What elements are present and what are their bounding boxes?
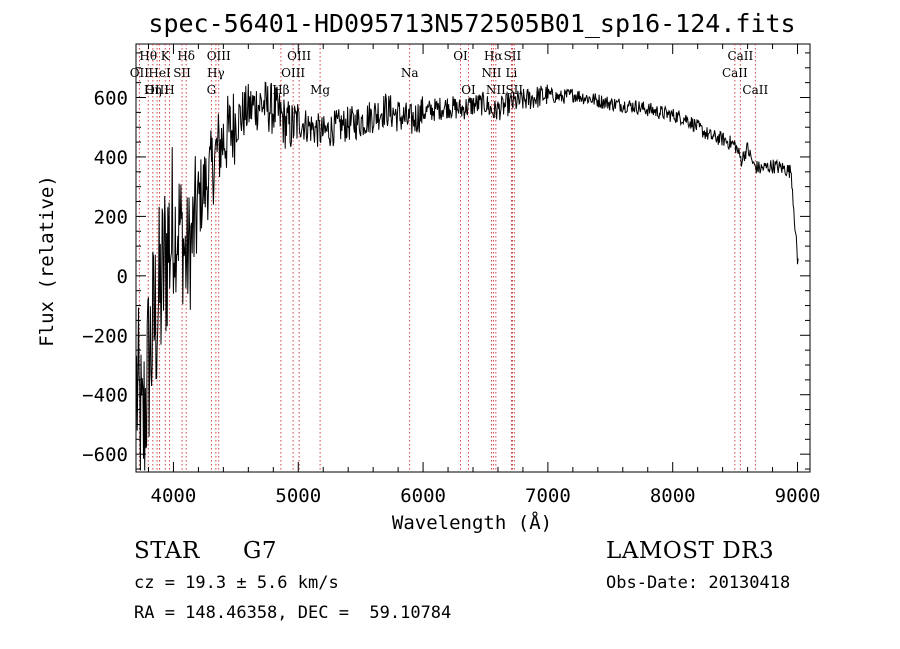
chart-title: spec-56401-HD095713N572505B01_sp16-124.f…: [148, 9, 795, 38]
spectral-line-label: Hα: [484, 49, 503, 63]
spectral-line-label: OIII: [207, 49, 231, 63]
y-axis-ticks: −600 −400 −200 0 200 400 600: [82, 52, 810, 470]
coordinates-readout: RA = 148.46358, DEC = 59.10784: [134, 603, 452, 623]
spectrum-series: [136, 81, 799, 471]
x-tick-label: 6000: [400, 485, 446, 507]
spectral-line-label: NII: [486, 83, 506, 97]
object-subclass: G7: [243, 538, 278, 564]
y-tick-label: 400: [94, 147, 128, 169]
spectral-line-label: OIII: [281, 66, 305, 80]
spectral-line-label: Mg: [310, 83, 330, 97]
y-tick-label: −600: [82, 444, 128, 466]
spectral-line-label: OIII: [287, 49, 311, 63]
x-tick-label: 4000: [151, 485, 197, 507]
spectral-line-label: CaII: [742, 83, 768, 97]
spectral-line-label: NII: [481, 66, 501, 80]
spectral-line-label: OIII: [145, 83, 169, 97]
y-tick-label: 200: [94, 206, 128, 228]
x-tick-label: 7000: [525, 485, 571, 507]
spectral-line-label: Hθ: [139, 49, 157, 63]
spectral-line-label: SII: [504, 49, 522, 63]
x-tick-label: 8000: [650, 485, 696, 507]
y-tick-label: 0: [117, 266, 128, 288]
spectral-line-label: OII: [130, 66, 150, 80]
spectral-line-label: Na: [401, 66, 419, 80]
survey-name: LAMOST DR3: [606, 538, 775, 564]
y-axis-label: Flux (relative): [36, 175, 58, 347]
spectral-line-label: G: [207, 83, 217, 97]
spectral-line-label: K: [161, 49, 171, 63]
spectral-line-label: OI: [461, 83, 476, 97]
spectral-line-label: SII: [173, 66, 191, 80]
observation-date: Obs-Date: 20130418: [606, 573, 791, 593]
spectral-line-label: HeI: [148, 66, 171, 80]
spectral-line-label: Hδ: [177, 49, 195, 63]
x-axis-label: Wavelength (Å): [392, 511, 552, 534]
spectral-line-label: SII: [505, 83, 523, 97]
x-tick-label: 5000: [275, 485, 321, 507]
y-tick-label: −200: [82, 325, 128, 347]
object-class: STAR: [134, 538, 200, 564]
spectral-line-label: Hγ: [207, 66, 225, 80]
y-tick-label: −400: [82, 385, 128, 407]
spectral-line-label: OI: [453, 49, 468, 63]
spectral-line-label: Hη: [144, 83, 162, 97]
spectral-line-label: CaII: [722, 66, 748, 80]
spectral-line-label: CaII: [727, 49, 753, 63]
x-tick-label: 9000: [775, 485, 821, 507]
redshift-readout: cz = 19.3 ± 5.6 km/s: [134, 573, 339, 593]
spectral-line-label: H: [164, 83, 174, 97]
spectral-line-label: Hβ: [272, 83, 289, 97]
y-tick-label: 600: [94, 88, 128, 110]
spectral-line-label: Li: [506, 66, 518, 80]
spectrum-line: [136, 81, 799, 471]
spectral-line-markers: [138, 44, 756, 472]
x-axis-ticks: 4000 5000 6000 7000 8000 9000: [147, 44, 821, 507]
